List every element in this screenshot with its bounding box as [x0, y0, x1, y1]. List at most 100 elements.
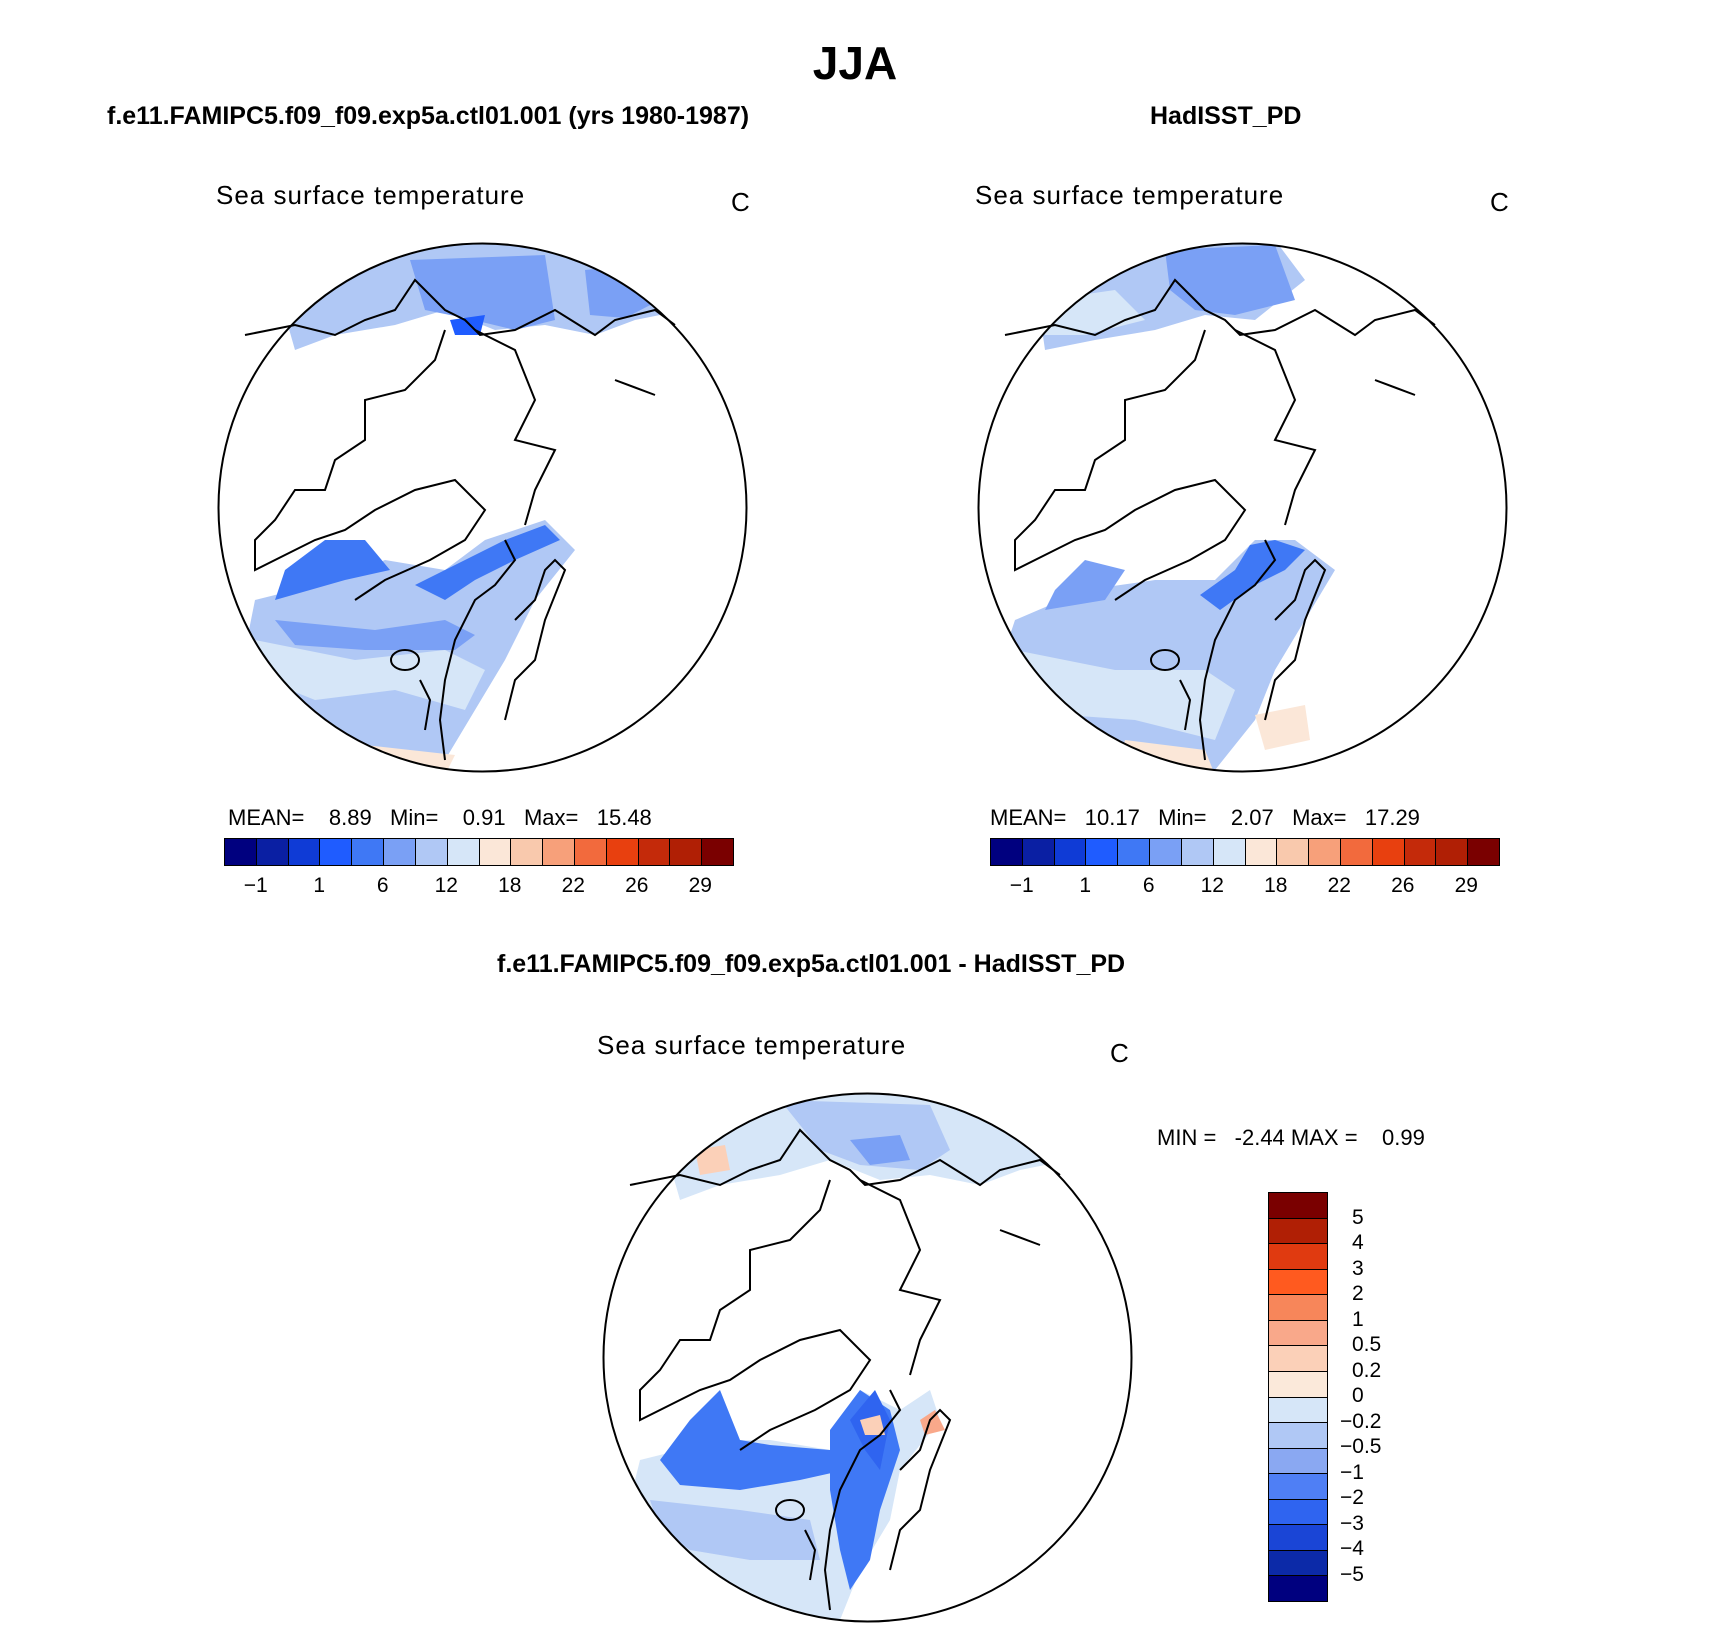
colorbar-2-box-12: [1372, 839, 1405, 865]
diff-colorbar-label-14: −5: [1340, 1562, 1364, 1586]
panel-2-colorbar: [990, 838, 1500, 866]
colorbar-2-label-0: −1: [1009, 874, 1034, 897]
panel-1-min: 0.91: [462, 805, 506, 830]
diff-colorbar-label-0: 5: [1352, 1205, 1364, 1229]
panel-1-colorbar-labels: −1 1 6 12 18 22 26 29: [224, 874, 732, 900]
colorbar-2-box-1: [1022, 839, 1055, 865]
colorbar-1-label-6: 26: [625, 874, 649, 897]
colorbar-2-box-7: [1213, 839, 1246, 865]
panel-1-mean-label: MEAN=: [228, 805, 305, 830]
colorbar-2-label-3: 12: [1200, 874, 1224, 897]
diff-colorbar-label-7: 0: [1352, 1384, 1364, 1407]
colorbar-1-box-8: [479, 839, 512, 865]
panel-2-map: [977, 242, 1508, 773]
colorbar-1-box-0: [225, 839, 257, 865]
diff-colorbar-box-13: [1269, 1525, 1327, 1551]
colorbar-1-label-4: 18: [498, 874, 522, 897]
diff-colorbar-box-7: [1269, 1371, 1327, 1398]
panel-1-field-title: Sea surface temperature: [216, 180, 526, 210]
diff-colorbar-label-4: 1: [1352, 1307, 1364, 1331]
colorbar-2-box-8: [1245, 839, 1278, 865]
colorbar-1-box-15: [702, 839, 733, 865]
colorbar-2-box-6: [1181, 839, 1214, 865]
panel-1-case-title: f.e11.FAMIPC5.f09_f09.exp5a.ctl01.001 (y…: [107, 102, 750, 130]
colorbar-2-box-11: [1340, 839, 1373, 865]
colorbar-1-box-3: [320, 839, 353, 865]
diff-colorbar-box-1: [1269, 1218, 1327, 1245]
panel-1-colorbar: [224, 838, 734, 866]
diff-stats: MIN = -2.44 MAX = 0.99: [1157, 1125, 1425, 1151]
diff-case-title: f.e11.FAMIPC5.f09_f09.exp5a.ctl01.001 - …: [497, 950, 1126, 978]
diff-colorbar-label-13: −4: [1340, 1537, 1364, 1560]
colorbar-1-box-6: [415, 839, 448, 865]
diff-colorbar-labels: 5 4 3 2 1 0.5 0.2 0 −0.2 −0.5 −1 −2 −3 −4 −5: [1340, 1192, 1440, 1600]
colorbar-2-box-15: [1468, 839, 1499, 865]
panel-2-min: 2.07: [1230, 805, 1274, 830]
colorbar-2-label-6: 26: [1391, 874, 1415, 897]
diff-colorbar-label-9: −0.5: [1340, 1435, 1382, 1458]
figure-title: JJA: [812, 37, 898, 89]
panel-1-stats: MEAN= 8.89 Min= 0.91 Max= 15.48: [228, 805, 652, 831]
diff-unit: C: [1110, 1038, 1129, 1068]
diff-colorbar-box-3: [1269, 1269, 1327, 1296]
diff-colorbar: [1268, 1192, 1328, 1602]
diff-colorbar-label-1: 4: [1352, 1231, 1364, 1254]
colorbar-1-label-1: 1: [313, 874, 326, 897]
panel-1-mean: 8.89: [328, 805, 372, 830]
colorbar-1-box-9: [511, 839, 544, 865]
diff-colorbar-label-8: −0.2: [1340, 1409, 1382, 1433]
colorbar-1-label-5: 22: [561, 874, 585, 897]
colorbar-2-box-14: [1436, 839, 1469, 865]
diff-field-title: Sea surface temperature: [597, 1030, 907, 1060]
colorbar-1-box-4: [352, 839, 385, 865]
diff-min-label: MIN =: [1157, 1125, 1217, 1150]
panel-1-map: [217, 242, 748, 773]
diff-colorbar-box-2: [1269, 1244, 1327, 1270]
colorbar-2-box-0: [991, 839, 1023, 865]
diff-colorbar-box-14: [1269, 1550, 1327, 1577]
panel-2-mean-label: MEAN=: [990, 805, 1067, 830]
colorbar-2-label-7: 29: [1454, 874, 1478, 897]
panel-2-mean: 10.17: [1084, 805, 1140, 830]
diff-colorbar-box-9: [1269, 1423, 1327, 1449]
diff-colorbar-label-6: 0.2: [1352, 1358, 1382, 1382]
colorbar-2-box-9: [1277, 839, 1310, 865]
colorbar-2-box-5: [1150, 839, 1182, 865]
colorbar-2-label-2: 6: [1142, 874, 1155, 897]
colorbar-1-box-11: [574, 839, 607, 865]
colorbar-2-box-3: [1086, 839, 1119, 865]
panel-1-unit: C: [731, 187, 750, 217]
colorbar-2-label-5: 22: [1327, 874, 1351, 897]
panel-2-min-label: Min=: [1158, 805, 1207, 830]
colorbar-1-box-13: [638, 839, 671, 865]
diff-max-label: MAX =: [1290, 1125, 1358, 1150]
panel-2-max-label: Max=: [1292, 805, 1347, 830]
colorbar-1-label-0: −1: [243, 874, 268, 897]
diff-colorbar-label-10: −1: [1340, 1460, 1364, 1484]
diff-colorbar-label-2: 3: [1352, 1256, 1364, 1280]
colorbar-2-box-2: [1054, 839, 1087, 865]
diff-colorbar-label-5: 0.5: [1352, 1333, 1382, 1356]
colorbar-1-box-10: [543, 839, 575, 865]
colorbar-2-label-4: 18: [1264, 874, 1288, 897]
panel-2-unit: C: [1490, 187, 1509, 217]
diff-map: [602, 1092, 1133, 1623]
colorbar-1-box-5: [384, 839, 416, 865]
diff-colorbar-box-6: [1269, 1346, 1327, 1372]
diff-colorbar-label-3: 2: [1352, 1282, 1364, 1305]
colorbar-2-label-1: 1: [1079, 874, 1092, 897]
diff-colorbar-box-10: [1269, 1448, 1327, 1475]
panel-1-max-label: Max=: [523, 805, 579, 830]
colorbar-1-box-7: [447, 839, 480, 865]
diff-colorbar-box-0: [1269, 1193, 1327, 1219]
colorbar-1-box-1: [256, 839, 289, 865]
diff-colorbar-box-12: [1269, 1499, 1327, 1526]
panel-1-max: 15.48: [596, 805, 652, 830]
colorbar-1-box-14: [670, 839, 703, 865]
diff-colorbar-box-11: [1269, 1474, 1327, 1500]
colorbar-2-box-10: [1309, 839, 1341, 865]
colorbar-1-label-7: 29: [688, 874, 712, 897]
diff-colorbar-box-8: [1269, 1397, 1327, 1424]
diff-colorbar-label-12: −3: [1340, 1511, 1364, 1535]
panel-2-colorbar-labels: −1 1 6 12 18 22 26 29: [990, 874, 1498, 900]
